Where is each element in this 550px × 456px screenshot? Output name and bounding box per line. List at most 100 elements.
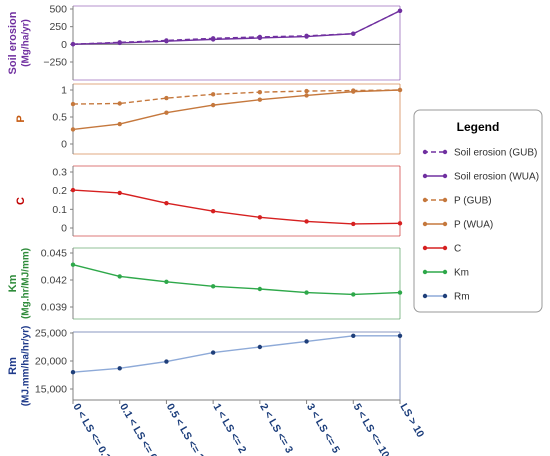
legend-box [413, 109, 543, 313]
x-tick-label: LS > 10 [397, 402, 426, 440]
data-point [397, 221, 403, 226]
y-tick-label: −250 [43, 57, 67, 69]
chart-legend: Legend Soil erosion (GUB) Soil erosion (WU… [413, 109, 543, 313]
data-point [164, 95, 169, 101]
data-point [304, 93, 309, 98]
legend-swatch-marker [422, 293, 428, 299]
legend-label: Soil erosion (GUB) [454, 148, 537, 159]
data-point [117, 40, 122, 46]
legend-entry: Rm [422, 292, 470, 303]
series-rm [70, 333, 403, 375]
data-point [164, 279, 169, 284]
data-point [164, 200, 169, 206]
x-tick-label: 2 < LS <= 3 [257, 402, 295, 456]
x-axis-tick-labels: 0 < LS <= 0.1 0.1 < LS <= 0.5 0.5 < LS <= … [70, 402, 426, 456]
y-axis-label-name: Km [7, 274, 19, 292]
data-point [351, 221, 356, 227]
panel-soil_erosion: −250 0 250 500 Soil erosion (Mg/ha/yr) [7, 4, 403, 81]
legend-swatch-marker [442, 221, 448, 227]
data-point [257, 286, 263, 292]
y-tick-label: 0 [61, 223, 67, 235]
series-c [70, 187, 403, 227]
legend-entry: Soil erosion (WUA) [422, 172, 539, 183]
y-axis-label-name: P [15, 115, 27, 122]
data-point [70, 127, 76, 132]
data-point [210, 37, 216, 42]
legend-label: Soil erosion (WUA) [454, 172, 539, 183]
data-point [117, 121, 122, 127]
y-tick-label: 0.2 [52, 185, 67, 197]
x-tick-label: 0.1 < LS <= 0.5 [117, 402, 164, 456]
data-point [210, 92, 216, 97]
panel-C: 0 0.1 0.2 0.3 C [15, 165, 403, 237]
x-tick-label: 5 < LS <= 10 [351, 402, 392, 456]
legend-swatch-marker [442, 269, 448, 275]
series-line [72, 10, 401, 45]
data-point [210, 102, 216, 108]
data-point [351, 31, 356, 36]
y-axis-label-name: C [15, 197, 27, 205]
legend-swatch-marker [442, 245, 448, 251]
data-point [164, 110, 169, 115]
y-axis-label-P: P [15, 115, 27, 122]
data-point [70, 370, 76, 375]
legend-label: P (WUA) [454, 220, 493, 231]
legend-swatch-marker [422, 245, 428, 251]
y-axis-label-unit: (Mg/ha/yr) [20, 19, 31, 67]
data-point [304, 339, 309, 344]
data-point [210, 284, 216, 289]
y-axis-label-name: Rm [7, 357, 19, 375]
data-point [210, 209, 216, 214]
x-tick-label: 3 < LS <= 5 [304, 402, 342, 456]
y-axis-label-soil_erosion: Soil erosion (Mg/ha/yr) [7, 11, 32, 74]
data-point [164, 359, 169, 364]
legend-entry: P (GUB) [422, 196, 492, 207]
series-line [72, 89, 401, 105]
legend-swatch-marker [422, 149, 428, 155]
data-point [164, 38, 169, 44]
legend-swatch-marker [422, 173, 428, 179]
data-point [397, 87, 403, 93]
data-point [117, 190, 122, 196]
series-line [72, 189, 401, 225]
data-point [257, 215, 263, 220]
legend-swatch-marker [442, 173, 448, 179]
data-point [117, 366, 122, 371]
data-point [257, 344, 263, 350]
x-tick-label: 0 < LS <= 0.1 [70, 402, 112, 456]
data-point [117, 274, 122, 279]
y-tick-label: 15,000 [35, 384, 67, 396]
data-point [70, 262, 76, 267]
legend-swatch-marker [442, 293, 448, 299]
data-point [304, 290, 309, 295]
data-point [117, 101, 122, 106]
data-point [397, 290, 403, 295]
data-point [351, 89, 356, 94]
y-tick-label: 20,000 [35, 356, 67, 368]
y-axis-label-unit: (Mg.hr/MJ/mm) [20, 248, 31, 319]
y-axis-label-unit: (MJ.mm/ha/hr/yr) [20, 326, 31, 407]
legend-swatch-marker [442, 149, 448, 155]
legend-label: Km [454, 268, 469, 279]
y-tick-label: 0 [61, 139, 67, 151]
data-point [304, 219, 309, 224]
series-line [72, 89, 401, 131]
panel-Km: 0.039 0.042 0.045 Km (Mg.hr/MJ/mm) [7, 248, 403, 320]
y-axis-label-name: Soil erosion [7, 11, 19, 74]
x-tick-label: 0.5 < LS <= 1 [164, 402, 206, 456]
y-axis-label-Km: Km (Mg.hr/MJ/mm) [7, 248, 32, 319]
data-point [257, 35, 263, 41]
legend-entry: Km [422, 268, 469, 279]
data-point [397, 333, 403, 338]
y-tick-label: 0.045 [41, 248, 67, 260]
x-tick-label: 1 < LS <= 2 [211, 402, 249, 456]
legend-swatch-marker [442, 197, 448, 203]
legend-title: Legend [457, 120, 500, 134]
legend-label: C [454, 244, 461, 255]
data-point [70, 41, 76, 47]
data-point [210, 350, 216, 355]
legend-entry: Soil erosion (GUB) [422, 148, 537, 159]
series-soil-erosion-wua- [70, 8, 403, 47]
y-tick-label: 250 [49, 21, 67, 33]
